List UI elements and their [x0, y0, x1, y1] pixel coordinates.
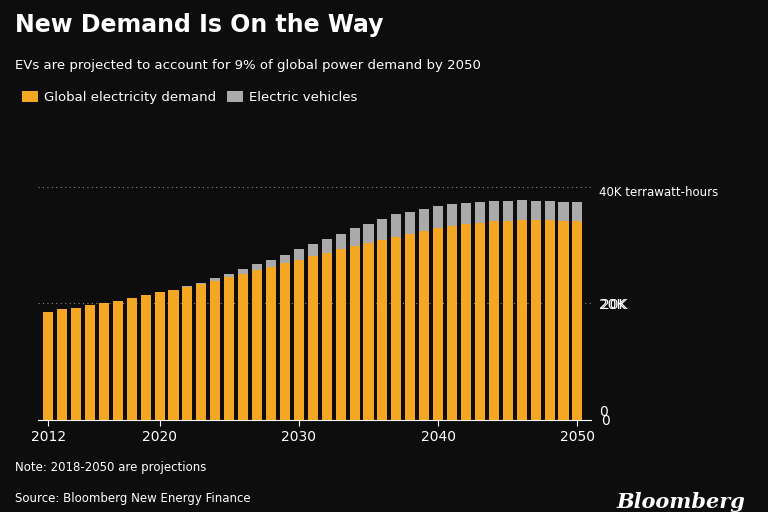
Bar — [154, 292, 164, 420]
Text: Source: Bloomberg New Energy Finance: Source: Bloomberg New Energy Finance — [15, 492, 251, 504]
Bar — [475, 223, 485, 420]
Bar — [294, 249, 304, 260]
Bar — [475, 202, 485, 223]
Bar — [224, 274, 234, 278]
Bar — [531, 201, 541, 220]
Bar — [419, 209, 429, 231]
Bar — [99, 303, 109, 420]
Bar — [545, 220, 554, 420]
Bar — [461, 224, 471, 420]
Bar — [197, 283, 207, 284]
Bar — [447, 204, 457, 226]
Bar — [447, 226, 457, 420]
Bar — [210, 281, 220, 420]
Bar — [294, 260, 304, 420]
Bar — [141, 295, 151, 420]
Bar — [238, 269, 248, 274]
Bar — [572, 202, 582, 221]
Text: New Demand Is On the Way: New Demand Is On the Way — [15, 13, 384, 37]
Bar — [266, 260, 276, 267]
Bar — [392, 215, 402, 237]
Bar — [517, 201, 527, 220]
Text: EVs are projected to account for 9% of global power demand by 2050: EVs are projected to account for 9% of g… — [15, 59, 482, 72]
Bar — [377, 240, 387, 420]
Bar — [433, 228, 443, 420]
Bar — [406, 234, 415, 420]
Bar — [489, 222, 499, 420]
Bar — [419, 231, 429, 420]
Legend: Global electricity demand, Electric vehicles: Global electricity demand, Electric vehi… — [22, 91, 358, 104]
Text: 40K terrawatt-hours: 40K terrawatt-hours — [599, 185, 718, 199]
Bar — [266, 267, 276, 420]
Bar — [349, 246, 359, 420]
Bar — [377, 219, 387, 240]
Bar — [308, 257, 318, 420]
Bar — [503, 221, 513, 420]
Bar — [545, 201, 554, 220]
Bar — [168, 289, 178, 290]
Text: 0: 0 — [599, 405, 607, 419]
Bar — [558, 202, 568, 221]
Bar — [461, 203, 471, 224]
Bar — [363, 224, 373, 243]
Bar — [322, 239, 332, 253]
Bar — [280, 254, 290, 263]
Bar — [363, 243, 373, 420]
Bar — [210, 279, 220, 281]
Bar — [183, 286, 193, 287]
Bar — [433, 206, 443, 228]
Bar — [113, 301, 123, 420]
Bar — [517, 220, 527, 420]
Text: 20K: 20K — [599, 297, 626, 312]
Bar — [224, 278, 234, 420]
Bar — [43, 312, 53, 420]
Bar — [57, 309, 67, 420]
Bar — [349, 228, 359, 246]
Bar — [85, 305, 95, 420]
Bar — [558, 221, 568, 420]
Bar — [406, 211, 415, 234]
Bar — [127, 297, 137, 420]
Bar — [252, 265, 262, 270]
Bar — [308, 244, 318, 257]
Text: Note: 2018-2050 are projections: Note: 2018-2050 are projections — [15, 461, 207, 474]
Bar — [71, 308, 81, 420]
Bar — [322, 253, 332, 420]
Bar — [183, 287, 193, 420]
Bar — [252, 270, 262, 420]
Bar — [197, 284, 207, 420]
Bar — [238, 274, 248, 420]
Bar — [168, 290, 178, 420]
Bar — [489, 201, 499, 222]
Bar — [572, 221, 582, 420]
Bar — [336, 249, 346, 420]
Text: Bloomberg: Bloomberg — [616, 492, 745, 511]
Bar — [336, 233, 346, 249]
Bar — [280, 263, 290, 420]
Bar — [531, 220, 541, 420]
Bar — [392, 237, 402, 420]
Bar — [503, 201, 513, 221]
